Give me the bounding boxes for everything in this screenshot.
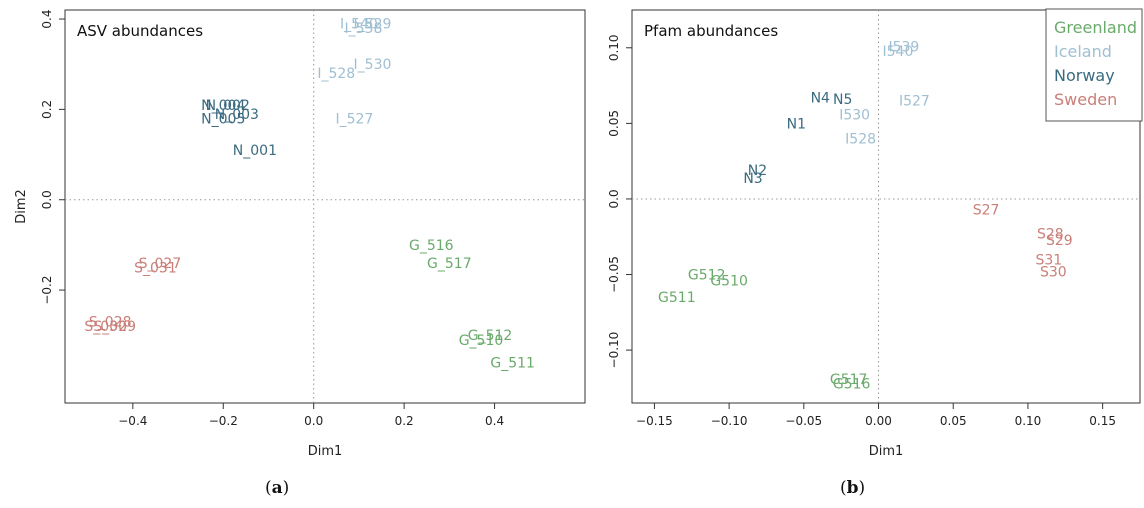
asv-point-label: N_004: [201, 98, 245, 114]
caption-b: (b): [840, 478, 866, 498]
asv-x-tick-label: −0.4: [118, 414, 147, 428]
asv-x-tick-label: 0.0: [304, 414, 323, 428]
asv-y-tick-label: 0.4: [40, 9, 54, 28]
asv-point-label: G_516: [409, 238, 454, 254]
pfam-point-label: I539: [888, 39, 919, 55]
asv-point-label: N_002: [206, 98, 250, 114]
pfam-point-label: I530: [839, 107, 870, 123]
asv-x-tick-label: 0.4: [485, 414, 504, 428]
pfam-point-label: S28: [1037, 227, 1064, 243]
asv-point-label: I_530: [354, 57, 392, 73]
pfam-x-tick-label: −0.15: [636, 414, 673, 428]
pfam-x-tick-label: −0.05: [785, 414, 822, 428]
asv-panel: −0.4 −0.2 0.0 0.2 0.4 −0.2 0.0 0.2 0.4 Dim1 Dim2 AS…: [14, 9, 586, 459]
asv-y-tick-label: 0.2: [40, 100, 54, 119]
asv-point-label: S_031: [134, 260, 177, 276]
asv-point-label: I_538: [345, 21, 383, 37]
asv-point-label: N_005: [201, 111, 245, 127]
pfam-point-label: S27: [973, 203, 1000, 219]
asv-x-tick-label: 0.2: [395, 414, 414, 428]
pfam-point-label: I527: [899, 94, 930, 110]
asv-point-label: G_512: [468, 328, 513, 344]
asv-point-label: I_527: [335, 111, 373, 127]
asv-point-label: I_529: [354, 17, 392, 33]
pfam-point-label: S30: [1040, 264, 1067, 280]
asv-point-label: I_528: [317, 66, 355, 82]
pfam-point-label: N1: [787, 116, 806, 132]
asv-point-label: G_510: [459, 333, 504, 349]
pfam-y-tick-label: −0.05: [607, 256, 621, 293]
asv-y-axis-label: Dim2: [14, 189, 29, 224]
asv-point-label: S_030: [84, 319, 127, 335]
pfam-point-label: N4: [811, 91, 830, 107]
caption-a-letter: a: [271, 478, 283, 498]
asv-point-label: I_540: [340, 17, 378, 33]
asv-y-tick-label: 0.0: [40, 190, 54, 209]
asv-point-label: N_003: [215, 107, 259, 123]
asv-point-label: S_028: [89, 315, 132, 331]
pfam-point-label: S29: [1046, 233, 1073, 249]
pfam-point-label: G517: [830, 372, 868, 388]
pfam-x-tick-label: 0.00: [865, 414, 892, 428]
pfam-point-label: G510: [710, 274, 748, 290]
asv-point-label: S_027: [139, 256, 182, 272]
pfam-point-label: I528: [845, 131, 876, 147]
asv-point-label: G_511: [490, 355, 535, 371]
pfam-legend-entry: Sweden: [1054, 90, 1117, 109]
pfam-plot-frame: [631, 9, 1141, 404]
asv-x-tick-label: −0.2: [209, 414, 238, 428]
asv-x-axis-label: Dim1: [308, 444, 343, 459]
pfam-point-label: I540: [883, 44, 914, 60]
pfam-legend-box: [1045, 8, 1143, 122]
pfam-x-tick-label: 0.05: [940, 414, 967, 428]
pfam-y-tick-label: 0.05: [607, 110, 621, 137]
pfam-x-tick-label: −0.10: [711, 414, 748, 428]
asv-point-label: N_001: [233, 143, 277, 159]
pfam-legend-entry: Norway: [1054, 66, 1115, 85]
pfam-chart-title: Pfam abundances: [644, 22, 778, 40]
pfam-x-axis-label: Dim1: [869, 444, 904, 459]
asv-point-label: G_517: [427, 256, 472, 272]
pfam-x-tick-label: 0.15: [1089, 414, 1116, 428]
asv-plot-frame: [64, 9, 586, 404]
pfam-point-label: S31: [1036, 252, 1063, 268]
pfam-legend-entry: Greenland: [1054, 18, 1137, 37]
pfam-point-label: G511: [658, 290, 696, 306]
pfam-x-tick-label: 0.10: [1015, 414, 1042, 428]
pfam-point-label: G516: [833, 376, 871, 392]
pfam-y-tick-label: −0.10: [607, 332, 621, 369]
pfam-point-label: G512: [688, 268, 726, 284]
pfam-y-tick-label: 0.0: [607, 189, 621, 208]
scatter-plots: −0.4 −0.2 0.0 0.2 0.4 −0.2 0.0 0.2 0.4 Dim1 Dim2 AS…: [14, 8, 1143, 459]
caption-b-letter: b: [846, 478, 859, 498]
pfam-legend-entry: Iceland: [1054, 42, 1112, 61]
pfam-point-label: N5: [833, 92, 852, 108]
pfam-point-label: N2: [748, 163, 767, 179]
pfam-panel: −0.15 −0.10 −0.05 0.00 0.05 0.10 0.15 −0.10 −0.0…: [607, 8, 1143, 459]
asv-y-tick-label: −0.2: [40, 275, 54, 304]
asv-point-label: S_029: [93, 319, 136, 335]
caption-a: (a): [265, 478, 290, 498]
pfam-y-tick-label: 0.10: [607, 34, 621, 61]
pfam-point-label: N3: [743, 171, 762, 187]
asv-chart-title: ASV abundances: [77, 22, 203, 40]
